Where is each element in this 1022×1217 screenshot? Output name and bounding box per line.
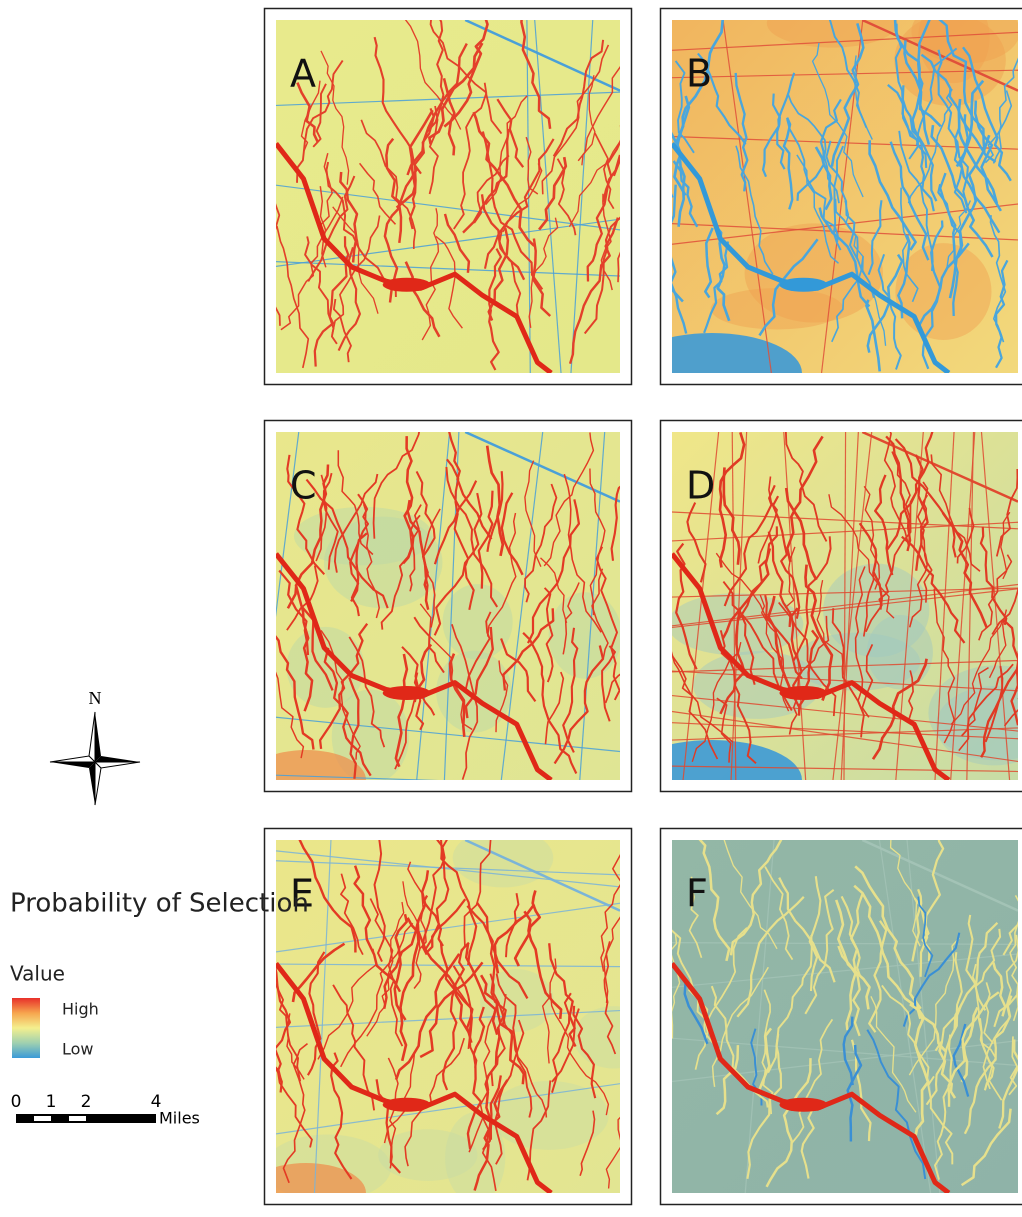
map-tint (767, 0, 898, 48)
map-tint (622, 333, 802, 413)
map-panel: A (265, 0, 659, 385)
panel-label: C (290, 464, 317, 508)
reservoir (383, 1098, 431, 1112)
map-raster (246, 797, 654, 1214)
panel-label: B (686, 52, 712, 96)
reservoir (779, 1098, 827, 1112)
scale-label: 0 (11, 1092, 22, 1112)
color-ramp (12, 998, 40, 1058)
map-raster (622, 400, 1022, 820)
reservoir (383, 278, 431, 292)
reservoir (779, 278, 827, 292)
scale-label: 2 (81, 1092, 92, 1112)
map-tint (574, 1006, 654, 1068)
legend-high: High (62, 1000, 99, 1019)
map-raster (669, 797, 1022, 1193)
legend-title: Probability of Selection (10, 889, 309, 919)
map-panel: D (622, 400, 1022, 820)
panel-label: A (290, 52, 316, 96)
map-tint (895, 243, 991, 340)
scale-unit: Miles (159, 1109, 200, 1128)
reservoir (383, 686, 431, 700)
legend-low: Low (62, 1040, 94, 1059)
scale-bar: 0 1 2 4 Miles (11, 1092, 200, 1128)
map-tint (711, 288, 844, 329)
legend-field: Value (10, 962, 65, 986)
north-label: N (89, 688, 102, 708)
map-raster (611, 0, 1020, 413)
panel-label: F (686, 872, 708, 916)
map-tint (622, 740, 802, 820)
figure: ABCDEF N Probability of Selection Value … (0, 0, 1022, 1213)
scale-label: 1 (46, 1092, 57, 1112)
map-tint (287, 627, 365, 708)
north-arrow: N (50, 688, 140, 805)
panel-label: D (686, 464, 715, 508)
map-panel: F (661, 797, 1022, 1204)
map-raster (271, 0, 659, 373)
map-panel: C (246, 402, 649, 810)
map-tint (443, 584, 513, 659)
map-panel: B (611, 0, 1022, 413)
reservoir (779, 686, 827, 700)
map-panel: E (246, 797, 654, 1214)
